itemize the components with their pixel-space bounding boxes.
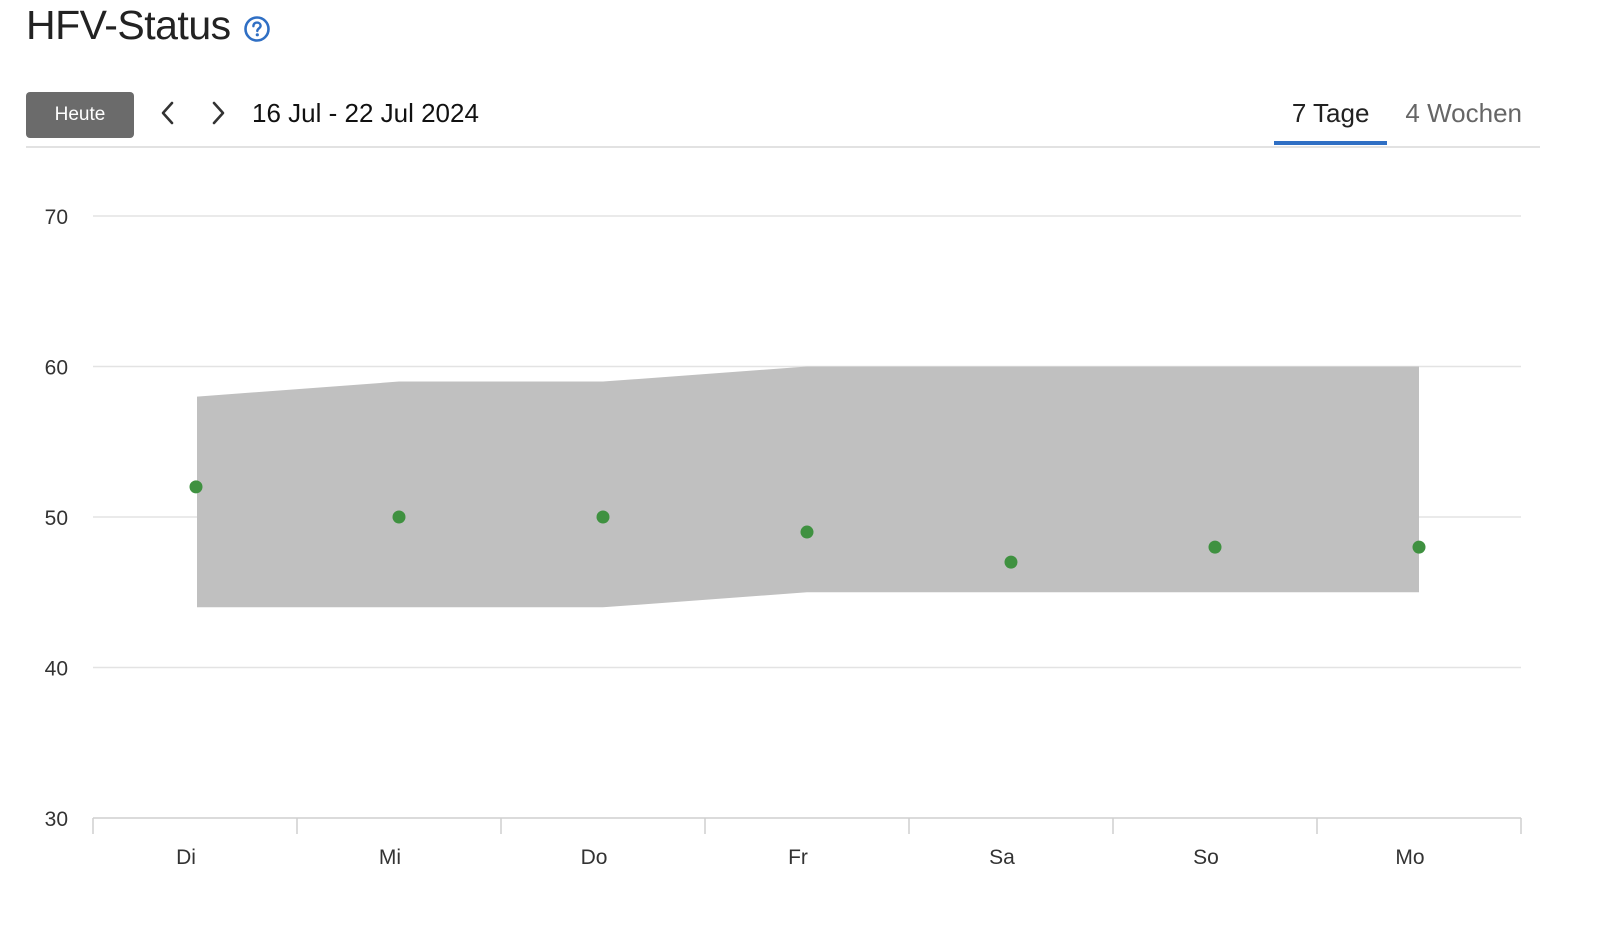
y-tick-label-60: 60 — [45, 357, 68, 380]
x-tick-label-fr: Fr — [788, 846, 808, 869]
x-tick-label-mi: Mi — [379, 846, 401, 869]
toolbar: Heute 16 Jul - 22 Jul 2024 7 Tage 4 Woch… — [26, 92, 1540, 148]
next-week-button[interactable] — [202, 96, 234, 132]
range-tabs: 7 Tage 4 Wochen — [1273, 92, 1540, 146]
x-tick-label-di: Di — [176, 846, 196, 869]
chart-canvas: 30 40 50 60 70 Di Mi Do Fr Sa So Mo — [45, 206, 1522, 869]
today-button[interactable]: Heute — [26, 92, 134, 138]
question-circle-icon[interactable] — [243, 15, 271, 43]
y-tick-label-30: 30 — [45, 808, 68, 831]
data-point-sa — [1004, 555, 1018, 569]
x-tick-label-mo: Mo — [1395, 846, 1424, 869]
data-point-do — [596, 510, 610, 524]
data-point-mi — [392, 510, 406, 524]
data-point-di — [189, 480, 203, 494]
previous-week-button[interactable] — [152, 96, 184, 132]
tab-4-weeks[interactable]: 4 Wochen — [1405, 98, 1522, 128]
x-tick-label-do: Do — [581, 846, 608, 869]
y-tick-label-50: 50 — [45, 507, 68, 530]
data-point-mo — [1412, 540, 1426, 554]
x-tick-label-so: So — [1193, 846, 1219, 869]
chevron-right-icon — [208, 100, 228, 129]
hrv-chart: 30 40 50 60 70 Di Mi Do Fr Sa So Mo — [0, 150, 1600, 922]
data-point-so — [1208, 540, 1222, 554]
date-range-label: 16 Jul - 22 Jul 2024 — [252, 98, 479, 128]
data-point-fr — [800, 525, 814, 539]
x-tick-label-sa: Sa — [989, 846, 1015, 869]
normal-range-band — [197, 366, 1419, 608]
header: HFV-Status — [26, 2, 271, 49]
y-tick-label-40: 40 — [45, 658, 68, 681]
y-tick-label-70: 70 — [45, 206, 68, 229]
chevron-left-icon — [158, 100, 178, 129]
page-title: HFV-Status — [26, 2, 231, 48]
tab-7-days[interactable]: 7 Tage — [1273, 92, 1388, 145]
